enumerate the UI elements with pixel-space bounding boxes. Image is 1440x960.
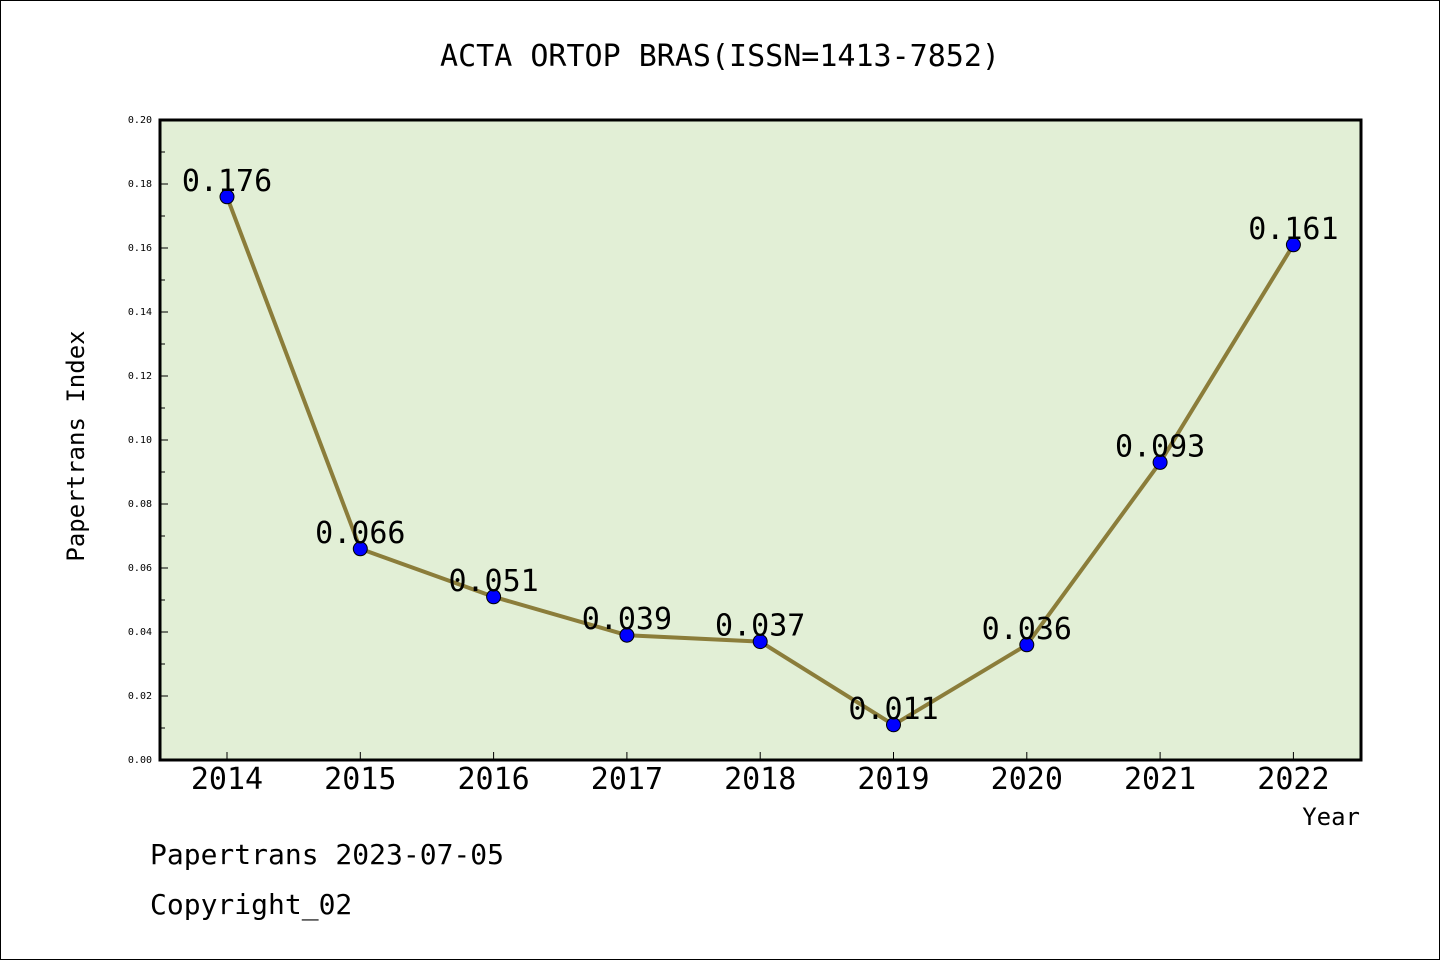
y-axis-label: Papertrans Index — [62, 330, 90, 561]
y-tick-label: 0.04 — [128, 627, 152, 638]
data-point — [1152, 454, 1168, 470]
x-tick-label: 2018 — [724, 762, 796, 797]
y-tick-label: 0.08 — [128, 499, 152, 510]
data-label: 0.066 — [315, 516, 405, 551]
data-point — [219, 189, 235, 205]
x-tick-label: 2017 — [591, 762, 663, 797]
data-point — [1019, 637, 1035, 653]
y-tick-label: 0.14 — [128, 307, 152, 318]
y-tick-label: 0.18 — [128, 179, 152, 190]
data-label: 0.176 — [182, 164, 272, 199]
data-label: 0.036 — [982, 612, 1072, 647]
y-tick-label: 0.12 — [128, 371, 152, 382]
y-tick-label: 0.10 — [128, 435, 152, 446]
x-tick-label: 2019 — [857, 762, 929, 797]
y-tick-label: 0.20 — [128, 115, 152, 126]
y-tick-label: 0.00 — [128, 755, 152, 766]
data-point — [486, 589, 502, 605]
data-point — [1285, 237, 1301, 253]
y-tick-label: 0.06 — [128, 563, 152, 574]
x-tick-label: 2022 — [1257, 762, 1329, 797]
data-point — [352, 541, 368, 557]
x-tick-label: 2020 — [991, 762, 1063, 797]
x-axis-label: Year — [1302, 803, 1360, 831]
series-papertrans-index — [219, 189, 1301, 733]
data-label: 0.051 — [448, 564, 538, 599]
y-axis: 0.00 0.02 0.04 0.06 0.08 0.10 0.12 0.14 0.16 0.18… — [128, 115, 168, 766]
y-tick-label: 0.02 — [128, 691, 152, 702]
x-axis: 2014 2015 2016 2017 2018 2019 2020 2021 2022 — [191, 752, 1330, 797]
data-label: 0.039 — [582, 602, 672, 637]
data-point — [752, 634, 768, 650]
data-label: 0.161 — [1248, 212, 1338, 247]
data-label: 0.037 — [715, 609, 805, 644]
plot-area — [158, 118, 1363, 762]
chart-title: ACTA ORTOP BRAS(ISSN=1413-7852) — [440, 39, 1000, 74]
footer-date: Papertrans 2023-07-05 — [150, 838, 504, 871]
y-tick-label: 0.16 — [128, 243, 152, 254]
x-tick-label: 2015 — [324, 762, 396, 797]
x-tick-label: 2021 — [1124, 762, 1196, 797]
x-tick-label: 2016 — [457, 762, 529, 797]
x-tick-label: 2014 — [191, 762, 263, 797]
data-label: 0.011 — [848, 692, 938, 727]
footer-copyright: Copyright_02 — [150, 888, 352, 922]
data-labels: 0.176 0.066 0.051 0.039 0.037 0.011 0.036 0.093… — [182, 164, 1339, 727]
data-point — [619, 627, 635, 643]
data-label: 0.093 — [1115, 429, 1205, 464]
data-point — [886, 717, 901, 733]
